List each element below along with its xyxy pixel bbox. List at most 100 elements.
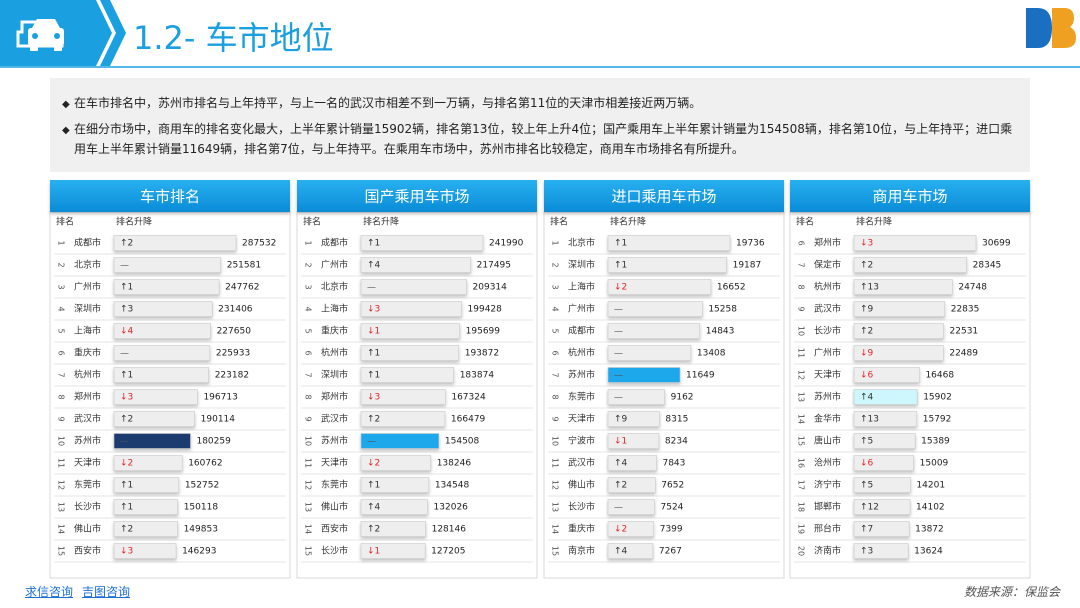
- rank-change: ↓2: [614, 525, 627, 535]
- rank-change: ↓9: [860, 349, 874, 359]
- bullet: 在细分市场中，商用车的排名变化最大，上半年累计销量15902辆，排名第13位，较…: [62, 120, 1016, 159]
- rank-change: ↓3: [367, 305, 380, 315]
- city: 武汉市: [74, 413, 101, 425]
- city: 天津市: [321, 457, 348, 469]
- value-label: 7267: [659, 547, 682, 557]
- rank-change: ↓1: [614, 437, 627, 447]
- city: 金华市: [814, 413, 841, 425]
- value-bar: [607, 235, 731, 251]
- rank-change: ↓4: [120, 327, 134, 337]
- value-bar: [607, 433, 660, 449]
- value-label: 128146: [432, 525, 467, 535]
- rank-change: ↑4: [614, 547, 628, 557]
- value-label: 132026: [434, 503, 469, 513]
- value-label: 22835: [951, 305, 980, 315]
- city: 深圳市: [568, 259, 595, 271]
- rank: 19: [797, 524, 806, 534]
- value-label: 180259: [196, 437, 231, 447]
- value-label: 167324: [451, 393, 486, 403]
- car-icon: [16, 19, 64, 51]
- rank: 2: [551, 262, 560, 267]
- rank-change: ↑2: [367, 415, 380, 425]
- rank-change: ↓2: [367, 459, 380, 469]
- value-label: 7843: [662, 459, 685, 469]
- header-band: [0, 0, 1080, 68]
- city: 郑州市: [321, 391, 348, 403]
- ranking-panel: 商用车市场排名 排名升降 6 郑州市 ↓3 30699 7 保定市 ↑2 28345 8 杭州市 ↑13…: [789, 180, 1031, 579]
- city: 唐山市: [814, 435, 841, 447]
- rank: 7: [304, 372, 313, 377]
- value-bar: [607, 279, 712, 295]
- value-label: 193872: [465, 349, 499, 359]
- city: 广州市: [568, 303, 595, 315]
- city: 济南市: [814, 545, 841, 557]
- city: 广州市: [74, 281, 101, 293]
- value-bar: [360, 411, 446, 427]
- city: 南京市: [568, 545, 595, 557]
- city: 长沙市: [74, 501, 101, 513]
- footer-link[interactable]: 求信咨询: [25, 585, 74, 599]
- rank-change: ↑2: [860, 327, 873, 337]
- city: 长沙市: [321, 545, 348, 557]
- value-label: 15389: [921, 437, 950, 447]
- rank-change: ↑12: [860, 503, 879, 513]
- rank: 7: [797, 262, 806, 267]
- footer-link[interactable]: 吉图咨询: [82, 585, 131, 599]
- rank: 14: [304, 524, 313, 534]
- rank-change: ↑1: [614, 261, 627, 271]
- value-bar: [607, 455, 657, 471]
- value-bar: [607, 323, 701, 339]
- value-label: 138246: [437, 459, 472, 469]
- panel-title: 车市排名: [140, 188, 200, 206]
- city: 佛山市: [568, 479, 595, 491]
- value-bar: [360, 499, 428, 515]
- value-label: 28345: [973, 261, 1002, 271]
- rank-change: —: [614, 305, 623, 315]
- value-bar: [113, 455, 183, 471]
- value-bar: [113, 367, 209, 383]
- rank-change: ↓3: [367, 393, 380, 403]
- value-bar: [360, 455, 431, 471]
- rank: 10: [304, 436, 313, 446]
- rank: 8: [304, 394, 313, 399]
- panel-header: [297, 180, 537, 212]
- value-label: 7524: [661, 503, 684, 513]
- rank-change: —: [367, 437, 376, 447]
- rank: 11: [797, 348, 806, 358]
- rank: 15: [797, 436, 806, 446]
- city: 杭州市: [74, 369, 101, 381]
- city: 西安市: [321, 523, 348, 535]
- rank-change: ↑5: [860, 437, 873, 447]
- rank-change: ↑1: [367, 239, 380, 249]
- rank-change: ↑1: [120, 283, 133, 293]
- rank: 13: [57, 502, 66, 512]
- city: 保定市: [814, 259, 841, 271]
- value-label: 149853: [184, 525, 218, 535]
- panel-header: [544, 180, 784, 212]
- city: 东莞市: [568, 391, 595, 403]
- value-label: 209314: [473, 283, 508, 293]
- city: 成都市: [321, 237, 348, 249]
- city: 杭州市: [568, 347, 595, 359]
- value-bar: [113, 235, 237, 251]
- rank-change: —: [614, 327, 623, 337]
- rank-change: ↓1: [367, 547, 380, 557]
- value-bar: [853, 543, 909, 559]
- value-label: 22489: [949, 349, 978, 359]
- rank: 4: [551, 306, 560, 311]
- city: 北京市: [321, 281, 348, 293]
- rank-change: ↑7: [860, 525, 873, 535]
- value-label: 30699: [982, 239, 1011, 249]
- city: 武汉市: [321, 413, 348, 425]
- rank: 20: [797, 546, 806, 556]
- rank-change: ↑2: [120, 415, 133, 425]
- city: 杭州市: [321, 347, 348, 359]
- rank-change: ↓2: [614, 283, 627, 293]
- value-label: 14102: [916, 503, 945, 513]
- value-bar: [853, 499, 911, 515]
- rank: 3: [304, 284, 313, 289]
- value-bar: [113, 411, 195, 427]
